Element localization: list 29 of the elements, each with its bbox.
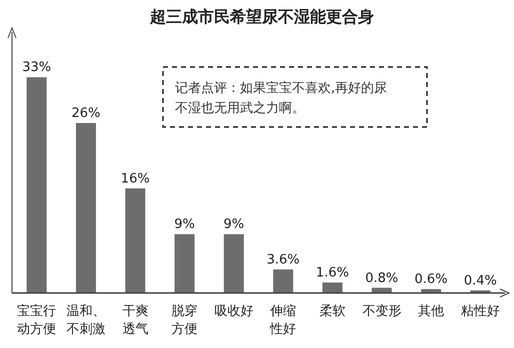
bar <box>174 234 195 293</box>
data-label: 0.8% <box>365 270 398 286</box>
bar <box>273 269 294 293</box>
data-label: 0.6% <box>414 272 448 288</box>
bar <box>76 123 96 293</box>
x-tick-label: 粘性好 <box>460 304 500 319</box>
x-tick-label: 其他 <box>418 304 444 319</box>
data-label: 33% <box>22 60 52 76</box>
bar <box>224 234 244 293</box>
bar <box>125 188 146 293</box>
data-label: 3.6% <box>266 252 300 268</box>
data-label: 0.4% <box>464 273 497 288</box>
x-tick-label: 伸缩性好 <box>269 304 296 337</box>
data-label: 9% <box>224 217 244 232</box>
data-label: 16% <box>120 171 150 186</box>
bar <box>26 77 47 293</box>
chart-title: 超三成市民希望尿不湿能更合身 <box>149 7 374 26</box>
data-label: 9% <box>174 217 195 232</box>
x-tick-label: 柔软 <box>319 304 346 319</box>
x-tick-label: 干爽透气 <box>122 304 148 337</box>
x-tick-label: 吸收好 <box>214 304 254 319</box>
x-tick-label: 脱穿方便 <box>172 304 198 337</box>
x-tick-label: 温和、不刺激 <box>66 304 106 337</box>
data-label: 1.6% <box>316 266 349 281</box>
x-tick-label: 宝宝行动方便 <box>17 303 56 337</box>
bar <box>322 282 342 293</box>
data-label: 26% <box>71 106 100 122</box>
x-tick-label: 不变形 <box>362 304 402 319</box>
annotation: 记者点评：如果宝宝不喜欢,再好的尿不湿也无用武之力啊。 <box>175 80 388 116</box>
